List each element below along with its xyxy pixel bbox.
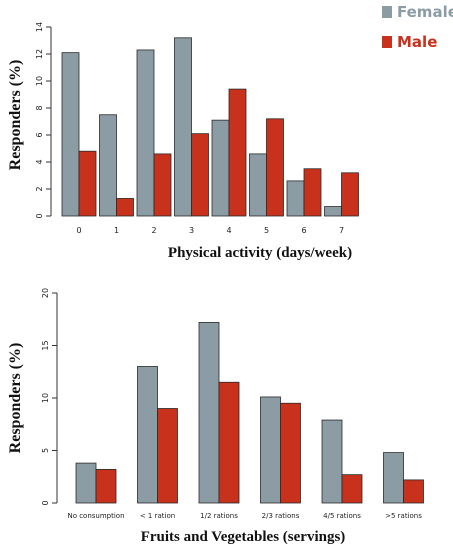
fruits-vegetables-x-tick-label: >5 rations: [385, 512, 422, 520]
physical-activity-x-tick-label: 3: [189, 226, 194, 235]
physical-activity-bar-male: [191, 133, 209, 217]
physical-activity-x-tick-label: 1: [114, 226, 119, 235]
fruits-vegetables-bar-male: [403, 479, 424, 504]
physical-activity-bar-male: [228, 88, 247, 217]
physical-activity-bars: [61, 37, 359, 217]
fruits-vegetables-bar-male: [95, 468, 117, 504]
physical-activity-bar-female: [99, 114, 117, 217]
physical-activity-ylabel: Responders (%): [7, 60, 24, 171]
fruits-vegetables-ylabel: Responders (%): [7, 343, 24, 454]
fruits-vegetables-bar-male: [341, 474, 363, 504]
fruits-vegetables-bar-female: [383, 452, 404, 504]
fruits-vegetables-bar-male: [157, 408, 178, 504]
physical-activity-y-tick-label: 8: [35, 105, 44, 110]
physical-activity-y-tick-label: 12: [35, 49, 44, 59]
physical-activity-bar-female: [324, 206, 342, 217]
fruits-vegetables-bar-female: [198, 321, 220, 504]
fruits-vegetables-y-tick-label: 5: [41, 448, 50, 453]
physical-activity-y-tick-label: 10: [35, 76, 44, 86]
fruits-vegetables-axes: 0 5 10 15 20 No consumption < 1 ration 1/2 rati…: [41, 288, 422, 520]
fruits-vegetables-bars: [75, 321, 424, 504]
fruits-vegetables-x-tick-label: 4/5 rations: [323, 512, 361, 520]
fruits-vegetables-x-tick-label: No consumption: [67, 512, 124, 520]
physical-activity-bar-male: [303, 168, 322, 217]
fruits-vegetables-y-tick-label: 15: [41, 340, 50, 350]
fruits-vegetables-y-tick-label: 20: [41, 288, 50, 298]
fruits-vegetables-bar-male: [280, 402, 301, 504]
physical-activity-x-tick-label: 0: [76, 226, 81, 235]
legend-label-female: Female: [397, 3, 453, 21]
fruits-vegetables-bar-female: [260, 396, 281, 504]
physical-activity-bar-male: [78, 150, 97, 217]
physical-activity-y-tick-label: 14: [35, 22, 44, 32]
legend-swatch-male: [382, 36, 392, 48]
physical-activity-bar-male: [153, 153, 172, 217]
legend-label-male: Male: [397, 33, 437, 51]
physical-activity-bar-male: [341, 172, 359, 217]
physical-activity-y-tick-label: 6: [35, 132, 44, 137]
legend: Female Male: [382, 3, 453, 51]
fruits-vegetables-chart: 0 5 10 15 20 No consumption < 1 ration 1/2 rati…: [7, 288, 424, 545]
physical-activity-x-tick-label: 2: [151, 226, 156, 235]
fruits-vegetables-x-tick-label: 2/3 rations: [262, 512, 300, 520]
fruits-vegetables-bar-female: [321, 419, 343, 504]
physical-activity-bar-female: [174, 37, 192, 217]
physical-activity-y-tick-label: 0: [35, 213, 44, 218]
fruits-vegetables-bar-female: [75, 462, 97, 504]
fruits-vegetables-y-tick-label: 0: [41, 500, 50, 505]
fruits-vegetables-x-tick-label: 1/2 rations: [200, 512, 238, 520]
fruits-vegetables-y-tick-label: 10: [41, 393, 50, 403]
physical-activity-bar-female: [211, 119, 230, 217]
physical-activity-y-tick-label: 4: [35, 159, 44, 164]
fruits-vegetables-xlabel: Fruits and Vegetables (servings): [141, 529, 346, 545]
physical-activity-x-tick-label: 6: [301, 226, 306, 235]
physical-activity-bar-female: [136, 49, 155, 217]
physical-activity-bar-female: [249, 153, 267, 217]
physical-activity-bar-male: [266, 118, 284, 217]
physical-activity-y-tick-label: 2: [35, 186, 44, 191]
physical-activity-bar-male: [116, 198, 134, 217]
physical-activity-xlabel: Physical activity (days/week): [168, 245, 352, 261]
fruits-vegetables-bar-male: [218, 381, 240, 504]
fruits-vegetables-bar-female: [137, 366, 158, 504]
fruits-vegetables-x-tick-label: < 1 ration: [140, 512, 175, 520]
physical-activity-x-tick-label: 7: [339, 226, 344, 235]
physical-activity-x-tick-label: 5: [264, 226, 269, 235]
physical-activity-x-tick-label: 4: [226, 226, 231, 235]
physical-activity-bar-female: [61, 52, 80, 217]
physical-activity-bar-female: [286, 180, 305, 217]
legend-swatch-female: [382, 6, 392, 18]
